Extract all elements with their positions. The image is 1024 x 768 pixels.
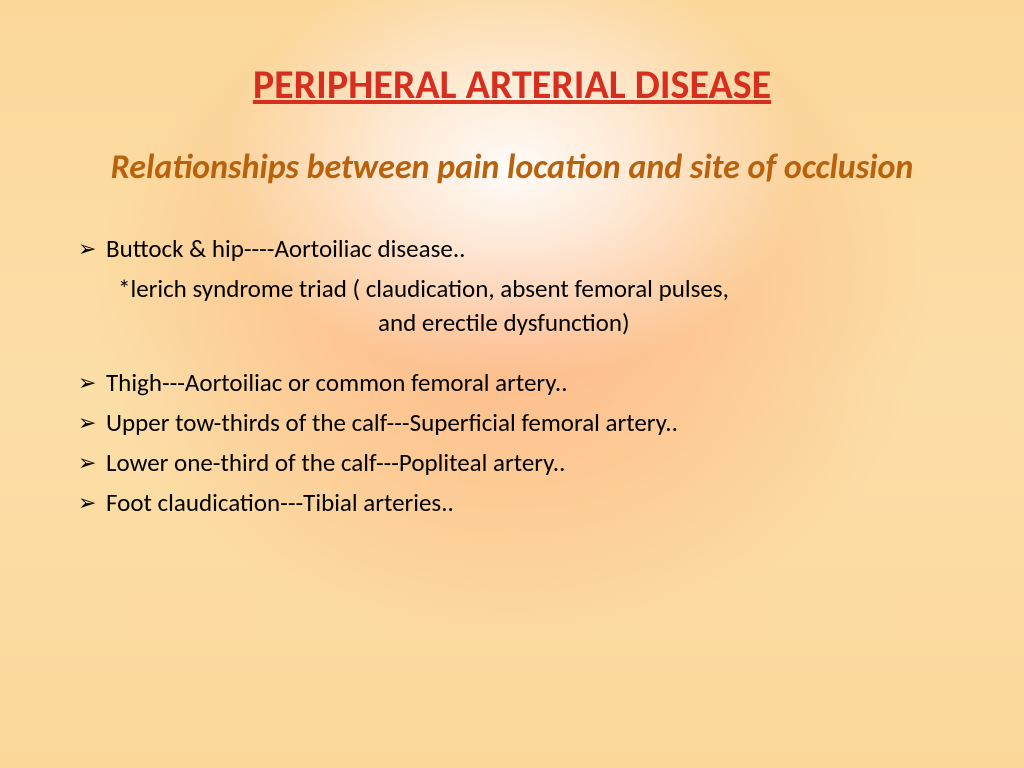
slide-title: PERIPHERAL ARTERIAL DISEASE: [60, 60, 964, 109]
bullet-item: ➢ Foot claudication---Tibial arteries..: [78, 486, 964, 520]
bullet-text: Thigh---Aortoiliac or common femoral art…: [106, 366, 568, 400]
spacer: [78, 340, 964, 366]
bullet-item: ➢ Thigh---Aortoiliac or common femoral a…: [78, 366, 964, 400]
bullet-item: ➢ Buttock & hip----Aortoiliac disease..: [78, 232, 964, 266]
bullet-arrow-icon: ➢: [78, 366, 106, 400]
bullet-subtext: *lerich syndrome triad ( claudication, a…: [78, 272, 964, 306]
bullet-text: Buttock & hip----Aortoiliac disease..: [106, 232, 465, 266]
slide-content: PERIPHERAL ARTERIAL DISEASE Relationship…: [0, 0, 1024, 768]
slide-subtitle: Relationships between pain location and …: [60, 147, 964, 190]
bullet-text: Upper tow-thirds of the calf---Superfici…: [106, 406, 678, 440]
bullet-text: Lower one-third of the calf---Popliteal …: [106, 446, 565, 480]
bullet-list: ➢ Buttock & hip----Aortoiliac disease.. …: [60, 232, 964, 520]
bullet-item: ➢ Lower one-third of the calf---Poplitea…: [78, 446, 964, 480]
bullet-subtext: and erectile dysfunction): [78, 306, 964, 340]
bullet-arrow-icon: ➢: [78, 446, 106, 480]
bullet-item: ➢ Upper tow-thirds of the calf---Superfi…: [78, 406, 964, 440]
bullet-arrow-icon: ➢: [78, 406, 106, 440]
bullet-text: Foot claudication---Tibial arteries..: [106, 486, 454, 520]
bullet-arrow-icon: ➢: [78, 232, 106, 266]
bullet-arrow-icon: ➢: [78, 486, 106, 520]
